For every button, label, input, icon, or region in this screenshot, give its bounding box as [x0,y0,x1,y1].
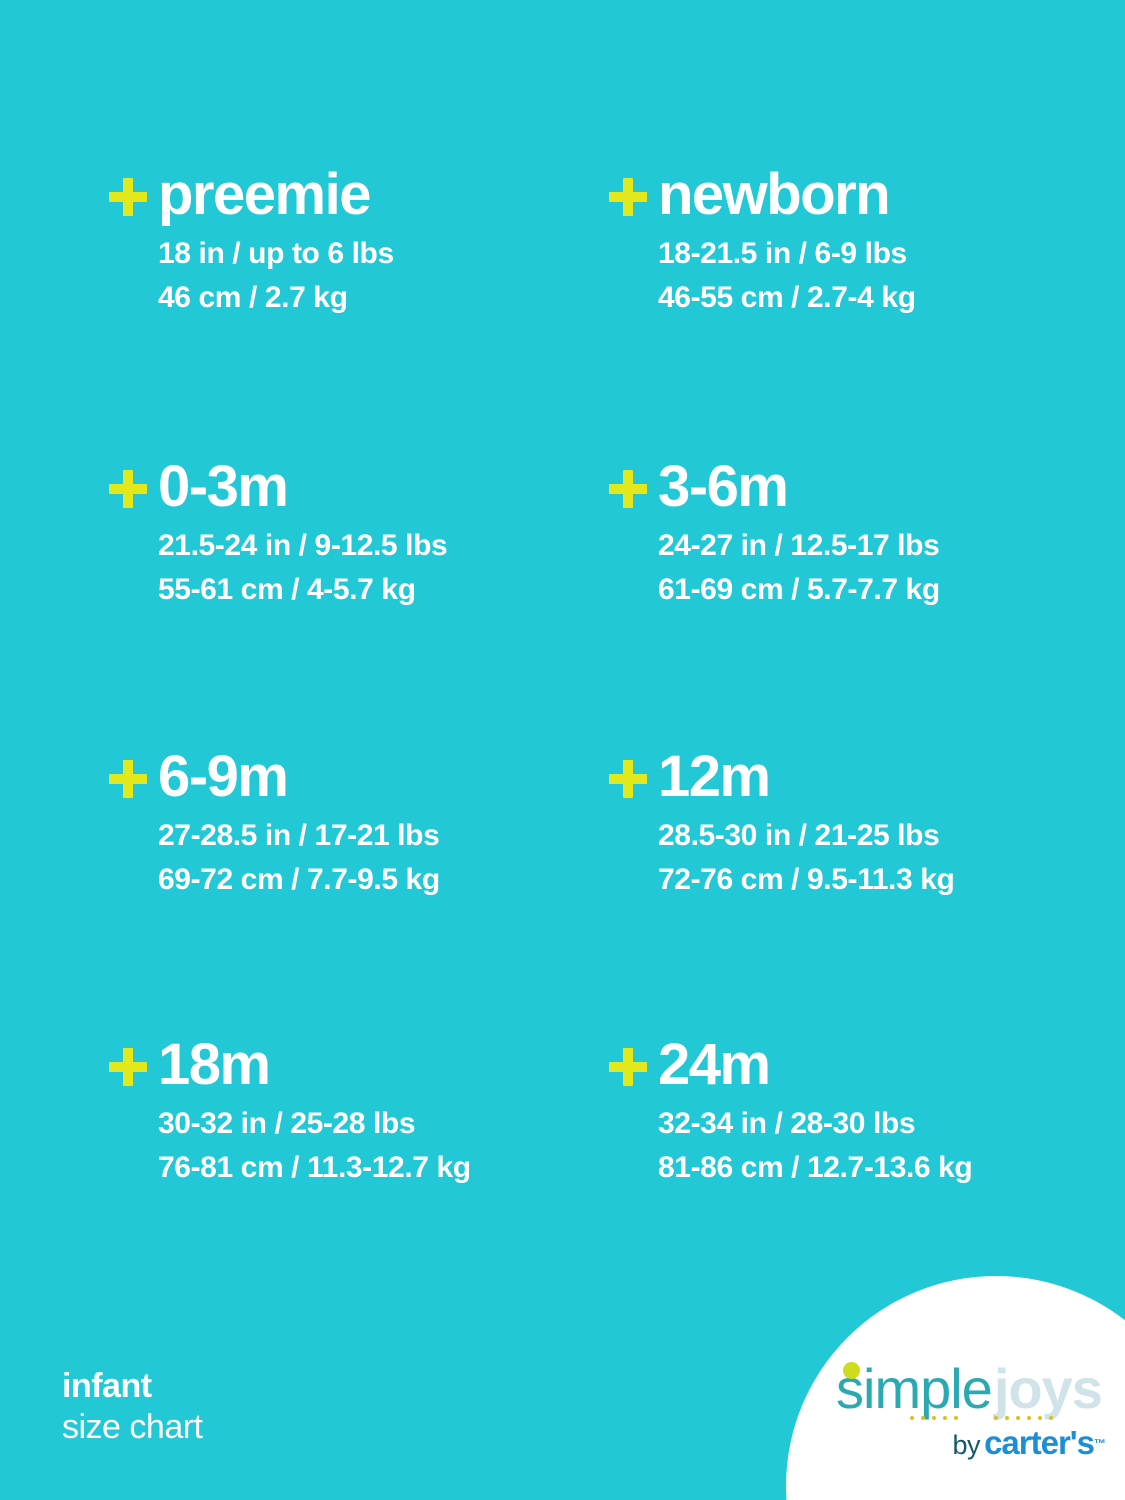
dot-icon [1016,1416,1020,1420]
size-metric: 61-69 cm / 5.7-7.7 kg [658,573,940,606]
dot-icon [932,1416,936,1420]
size-imperial: 27-28.5 in / 17-21 lbs [158,819,440,852]
size-measurements: 21.5-24 in / 9-12.5 lbs 55-61 cm / 4-5.7… [158,524,608,612]
size-header: preemie [108,160,608,230]
size-header: 24m [608,1030,1108,1100]
plus-icon [608,177,648,217]
trademark-icon: ™ [1094,1436,1106,1451]
size-metric: 76-81 cm / 11.3-12.7 kg [158,1151,471,1184]
logo-j-dot-icon [843,1362,860,1379]
size-header: 6-9m [108,742,608,812]
dot-icon [910,1416,914,1420]
size-measurements: 18 in / up to 6 lbs 46 cm / 2.7 kg [158,232,608,320]
size-measurements: 30-32 in / 25-28 lbs 76-81 cm / 11.3-12.… [158,1102,608,1190]
plus-icon [608,1047,648,1087]
size-metric: 72-76 cm / 9.5-11.3 kg [658,863,955,896]
size-label: 0-3m [158,454,289,519]
size-imperial: 32-34 in / 28-30 lbs [658,1107,916,1140]
size-measurements: 32-34 in / 28-30 lbs 81-86 cm / 12.7-13.… [658,1102,1108,1190]
size-label: 12m [658,744,771,809]
size-block-18m: 18m 30-32 in / 25-28 lbs 76-81 cm / 11.3… [108,1030,608,1190]
dot-icon [1038,1416,1042,1420]
size-block-3-6m: 3-6m 24-27 in / 12.5-17 lbs 61-69 cm / 5… [608,452,1108,612]
logo-word-joys: joys [993,1357,1103,1420]
dot-icon [1049,1416,1053,1420]
size-measurements: 27-28.5 in / 17-21 lbs 69-72 cm / 7.7-9.… [158,814,608,902]
size-imperial: 28.5-30 in / 21-25 lbs [658,819,940,852]
dot-icon [954,1416,958,1420]
dot-icon [1005,1416,1009,1420]
logo-byline: by carter's™ [836,1424,1106,1462]
plus-icon [608,469,648,509]
footer-caption: infant size chart [62,1366,203,1448]
size-imperial: 30-32 in / 25-28 lbs [158,1107,416,1140]
dot-icon [921,1416,925,1420]
plus-icon [108,759,148,799]
dot-icon [1027,1416,1031,1420]
size-imperial: 18-21.5 in / 6-9 lbs [658,237,907,270]
size-measurements: 18-21.5 in / 6-9 lbs 46-55 cm / 2.7-4 kg [658,232,1108,320]
dot-icon [943,1416,947,1420]
plus-icon [608,759,648,799]
size-header: 0-3m [108,452,608,522]
size-label: preemie [158,162,371,227]
dot-icon [994,1416,998,1420]
logo-dots-left [910,1416,958,1421]
size-header: newborn [608,160,1108,230]
page-title: infant [62,1367,152,1405]
size-label: 3-6m [658,454,789,519]
logo-wordmark: simplejoys [836,1358,1106,1420]
logo-brand-carters: carter's [984,1424,1095,1461]
size-measurements: 24-27 in / 12.5-17 lbs 61-69 cm / 5.7-7.… [658,524,1108,612]
size-block-preemie: preemie 18 in / up to 6 lbs 46 cm / 2.7 … [108,160,608,320]
plus-icon [108,469,148,509]
size-label: 18m [158,1032,271,1097]
plus-icon [108,177,148,217]
page-subtitle: size chart [62,1408,203,1446]
size-metric: 55-61 cm / 4-5.7 kg [158,573,416,606]
size-block-6-9m: 6-9m 27-28.5 in / 17-21 lbs 69-72 cm / 7… [108,742,608,902]
size-measurements: 28.5-30 in / 21-25 lbs 72-76 cm / 9.5-11… [658,814,1108,902]
size-label: 6-9m [158,744,289,809]
size-block-24m: 24m 32-34 in / 28-30 lbs 81-86 cm / 12.7… [608,1030,1108,1190]
size-block-12m: 12m 28.5-30 in / 21-25 lbs 72-76 cm / 9.… [608,742,1108,902]
brand-logo: simplejoys by carter's™ [836,1358,1106,1478]
size-block-newborn: newborn 18-21.5 in / 6-9 lbs 46-55 cm / … [608,160,1108,320]
size-metric: 81-86 cm / 12.7-13.6 kg [658,1151,973,1184]
logo-by-text: by [952,1430,981,1460]
size-metric: 46-55 cm / 2.7-4 kg [658,281,916,314]
size-header: 12m [608,742,1108,812]
plus-icon [108,1047,148,1087]
size-metric: 46 cm / 2.7 kg [158,281,348,314]
size-imperial: 24-27 in / 12.5-17 lbs [658,529,940,562]
size-label: 24m [658,1032,771,1097]
logo-word-simple: simple [836,1357,993,1420]
size-imperial: 18 in / up to 6 lbs [158,237,394,270]
size-grid: preemie 18 in / up to 6 lbs 46 cm / 2.7 … [108,160,1108,1190]
size-header: 3-6m [608,452,1108,522]
size-metric: 69-72 cm / 7.7-9.5 kg [158,863,440,896]
logo-dots-right [994,1416,1053,1421]
size-label: newborn [658,162,891,227]
size-imperial: 21.5-24 in / 9-12.5 lbs [158,529,448,562]
size-header: 18m [108,1030,608,1100]
size-block-0-3m: 0-3m 21.5-24 in / 9-12.5 lbs 55-61 cm / … [108,452,608,612]
